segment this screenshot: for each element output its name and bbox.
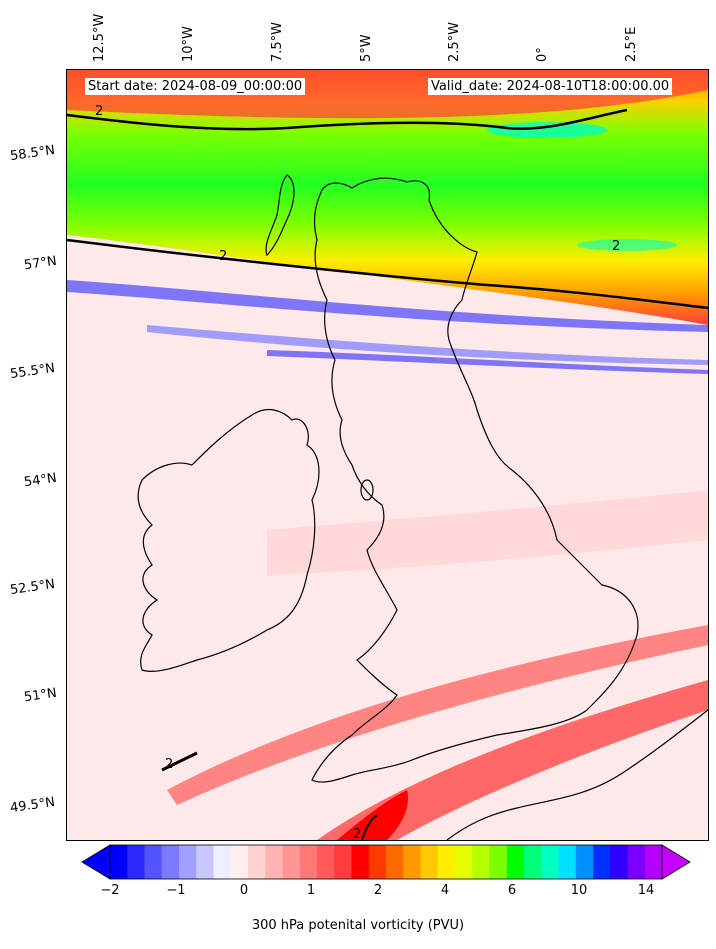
lat-label-55-5n: 55.5°N — [9, 360, 56, 383]
coastline-great-britain — [311, 177, 639, 783]
pv-blue-streak-1 — [67, 280, 708, 332]
contour-label-5: 2 — [353, 827, 361, 840]
lat-label-52-5n: 52.5°N — [9, 576, 56, 599]
colorbar-cell — [472, 845, 490, 879]
colorbar-cell — [386, 845, 404, 879]
lat-label-51n: 51°N — [23, 685, 58, 706]
colorbar-tick-3: 1 — [306, 883, 316, 898]
colorbar-tick-5: 4 — [440, 883, 450, 898]
contour-label-3: 2 — [612, 239, 620, 254]
contour-label-4: 2 — [165, 757, 173, 772]
valid-date-label: Valid_date: 2024-08-10T18:00:00.00 — [428, 78, 673, 95]
lon-label-2-5e: 2.5°E — [624, 26, 639, 62]
colorbar-cell — [455, 845, 473, 879]
colorbar-tick-7: 10 — [570, 883, 588, 898]
contour-label-1: 2 — [95, 104, 103, 119]
lat-label-49-5n: 49.5°N — [9, 794, 56, 817]
lon-label-7-5w: 7.5°W — [270, 21, 285, 62]
colorbar-tick-8: 14 — [637, 883, 655, 898]
lat-label-58-5n: 58.5°N — [9, 142, 56, 165]
lon-label-10w: 10°W — [181, 26, 196, 62]
colorbar-cell — [368, 845, 387, 879]
coastline-isle-of-man — [360, 479, 374, 501]
colorbar-cell — [127, 845, 145, 879]
colorbar-cell — [334, 845, 352, 879]
colorbar-cell — [420, 845, 439, 879]
lon-label-0: 0° — [535, 47, 550, 62]
pv-blue-streak-3 — [267, 350, 708, 374]
colorbar-cell — [627, 845, 646, 879]
pv-blue-streak-2 — [147, 325, 708, 365]
colorbar-cells — [110, 845, 663, 879]
colorbar-cell — [230, 845, 249, 879]
colorbar-tick-1: −1 — [166, 883, 186, 898]
colorbar-right-extend — [661, 844, 691, 880]
colorbar-cell — [575, 845, 594, 879]
lon-label-2-5w: 2.5°W — [447, 21, 462, 62]
coastline-france — [446, 709, 708, 840]
colorbar — [81, 844, 691, 880]
colorbar-cell — [196, 845, 214, 879]
colorbar-cell — [403, 845, 421, 879]
contour-label-2: 2 — [219, 249, 227, 264]
colorbar-cell — [558, 845, 577, 879]
pv-pink-band — [267, 490, 708, 575]
colorbar-left-extend — [81, 844, 111, 880]
colorbar-cell — [541, 845, 559, 879]
colorbar-tick-2: 0 — [239, 883, 249, 898]
colorbar-cell — [248, 845, 266, 879]
colorbar-tick-6: 6 — [507, 883, 517, 898]
colorbar-tick-0: −2 — [100, 883, 120, 898]
pv-cyan-patch-1 — [487, 122, 607, 138]
contour-2pvu-s — [361, 814, 378, 840]
colorbar-cell — [161, 845, 180, 879]
colorbar-cell — [489, 845, 508, 879]
colorbar-cell — [144, 845, 163, 879]
colorbar-cell — [506, 845, 525, 879]
coastline-ireland — [137, 408, 320, 672]
start-date-label: Start date: 2024-08-09_00:00:00 — [85, 78, 306, 95]
colorbar-cell — [282, 845, 301, 879]
lon-label-5w: 5°W — [359, 34, 374, 62]
colorbar-cell — [610, 845, 628, 879]
contour-2pvu-sw — [161, 751, 198, 772]
lon-label-12-5w: 12.5°W — [92, 13, 107, 62]
pv-field-svg: 2 2 2 2 2 — [67, 70, 708, 840]
colorbar-cell — [110, 845, 128, 879]
colorbar-tick-4: 2 — [373, 883, 383, 898]
colorbar-outline — [109, 844, 663, 880]
colorbar-cell — [644, 845, 663, 879]
coastline-hebrides — [265, 174, 295, 257]
pv-red-streak-2 — [317, 680, 708, 840]
colorbar-cell — [317, 845, 335, 879]
colorbar-cell — [213, 845, 232, 879]
pv-cyan-patch-2 — [577, 239, 677, 251]
colorbar-cell — [524, 845, 542, 879]
colorbar-label: 300 hPa potenital vorticity (PVU) — [251, 918, 465, 933]
lat-label-54n: 54°N — [23, 470, 58, 491]
colorbar-cell — [437, 845, 456, 879]
contour-2pvu-main — [67, 238, 708, 310]
colorbar-cell — [593, 845, 611, 879]
colorbar-cell — [299, 845, 318, 879]
contour-2pvu-north — [67, 108, 628, 131]
colorbar-cell — [265, 845, 283, 879]
pv-red-streak-1 — [167, 625, 708, 805]
colorbar-cell — [351, 845, 370, 879]
pv-red-core — [337, 790, 408, 840]
lat-label-57n: 57°N — [23, 253, 58, 274]
colorbar-cell — [179, 845, 197, 879]
pv-map: 2 2 2 2 2 — [66, 69, 709, 841]
